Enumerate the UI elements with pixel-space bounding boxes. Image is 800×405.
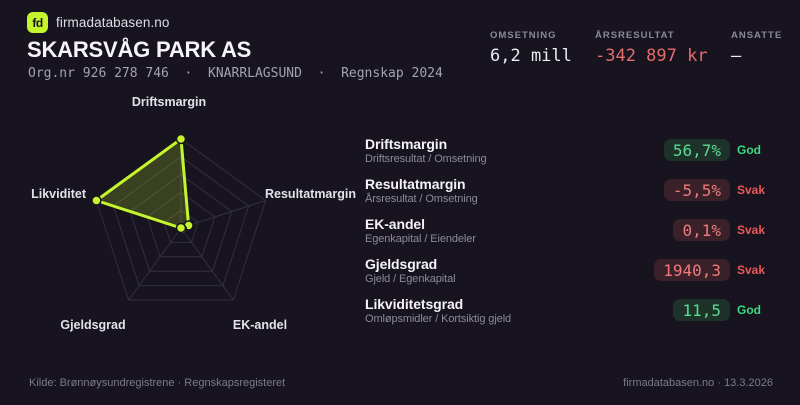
metric-title: Resultatmargin <box>365 175 466 192</box>
metric-rating-badge: God <box>737 303 761 317</box>
metric-value-pill: 56,7% <box>663 139 730 161</box>
radar-axis-ek-andel: EK-andel <box>232 318 288 332</box>
metric-rating-badge: Svak <box>737 263 766 277</box>
metric-rating-badge: God <box>737 143 761 157</box>
metric-value-pill: 1940,3 <box>654 259 730 281</box>
metric-value-pill: 11,5 <box>673 299 730 321</box>
metric-rating-badge: Svak <box>737 223 766 237</box>
metric-formula: Driftsresultat / Omsetning <box>365 152 487 165</box>
metric-formula: Årsresultat / Omsetning <box>365 192 478 205</box>
radar-axis-likviditet: Likviditet <box>31 187 86 201</box>
radar-axis-gjeldsgrad: Gjeldsgrad <box>60 318 126 332</box>
stat-value: -342 897 kr <box>595 46 708 66</box>
metric-formula: Egenkapital / Eiendeler <box>365 232 476 245</box>
metric-rating-badge: Svak <box>737 183 766 197</box>
metric-title: EK-andel <box>365 215 425 232</box>
radar-axis-driftsmargin: Driftsmargin <box>131 95 207 109</box>
page-title: SKARSVÅG PARK AS <box>27 37 252 62</box>
metric-title: Driftsmargin <box>365 135 448 152</box>
metric-row-ek-andel: EK-andel Egenkapital / Eiendeler 0,1% Sv… <box>365 210 777 250</box>
radar-axis-resultatmargin: Resultatmargin <box>265 187 356 201</box>
metric-value-pill: 0,1% <box>673 219 730 241</box>
metric-value-pill: -5,5% <box>663 179 730 201</box>
brand-site-name: firmadatabasen.no <box>56 15 170 30</box>
metric-title: Gjeldsgrad <box>365 255 438 272</box>
stat-label: ANSATTE <box>731 30 783 41</box>
stat-value: 6,2 mill <box>490 46 572 66</box>
firmadatabasen-logo-icon: fd <box>27 12 48 33</box>
stat-ansatte: ANSATTE – <box>731 30 782 66</box>
metric-row-likviditetsgrad: Likviditetsgrad Omløpsmidler / Kortsikti… <box>365 290 777 330</box>
metric-row-gjeldsgrad: Gjeldsgrad Gjeld / Egenkapital 1940,3 Sv… <box>365 250 777 290</box>
stat-aarsresultat: ÅRSRESULTAT -342 897 kr <box>595 30 708 66</box>
stat-omsetning: OMSETNING 6,2 mill <box>490 30 572 66</box>
stat-label: OMSETNING <box>490 30 557 41</box>
org-info-line: Org.nr 926 278 746 · KNARRLAGSUND · Regn… <box>28 66 443 81</box>
brand-link[interactable]: fd firmadatabasen.no <box>27 12 170 33</box>
metric-formula: Omløpsmidler / Kortsiktig gjeld <box>365 312 512 325</box>
metric-formula: Gjeld / Egenkapital <box>365 272 456 285</box>
stat-label: ÅRSRESULTAT <box>595 30 675 41</box>
footer-source-text: Kilde: Brønnøysundregistrene · Regnskaps… <box>29 377 286 389</box>
metrics-list: Driftsmargin Driftsresultat / Omsetning … <box>365 130 777 330</box>
metric-title: Likviditetsgrad <box>365 295 464 312</box>
metric-row-resultatmargin: Resultatmargin Årsresultat / Omsetning -… <box>365 170 777 210</box>
footer-brand-date: firmadatabasen.no · 13.3.2026 <box>623 377 773 389</box>
stat-value: – <box>731 46 742 66</box>
metric-row-driftsmargin: Driftsmargin Driftsresultat / Omsetning … <box>365 130 777 170</box>
